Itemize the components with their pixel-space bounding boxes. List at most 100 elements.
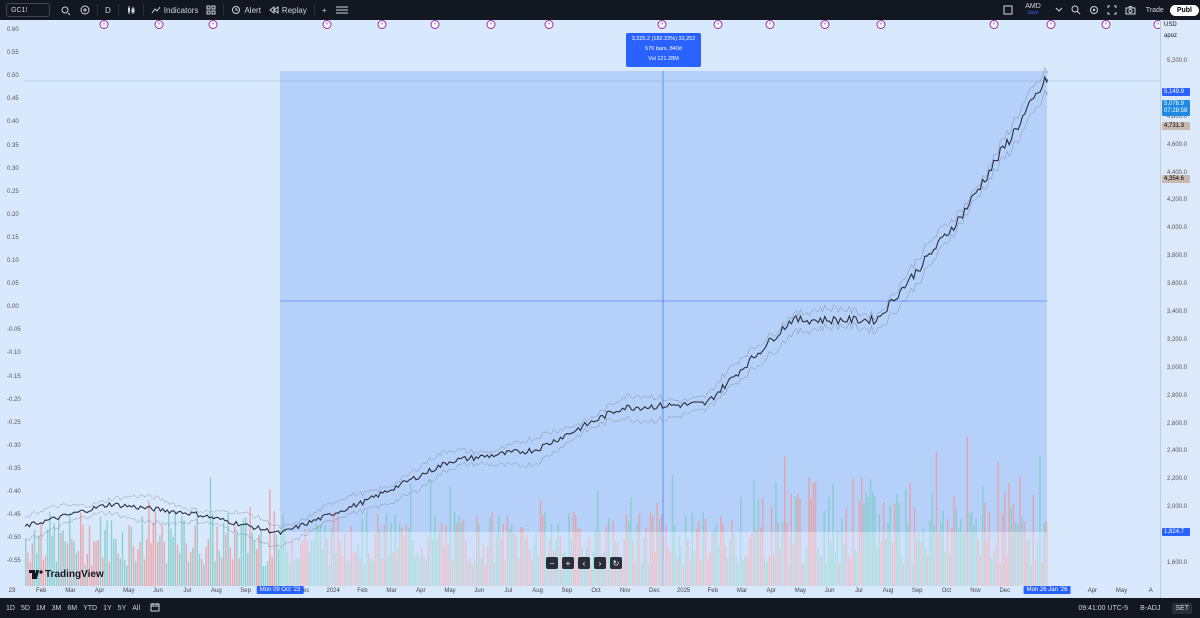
volume-bar [984, 503, 986, 586]
publish-button[interactable]: Publ [1169, 4, 1199, 16]
range-1y[interactable]: 1Y [103, 604, 112, 612]
volume-bar [909, 482, 911, 586]
time-axis[interactable]: 23 Feb Mar Apr May Jun Jul Aug Sep Nov Dec 2024 Feb M… [0, 586, 1160, 598]
add-symbol-icon[interactable] [76, 0, 94, 20]
zoom-in-button[interactable]: + [562, 557, 574, 569]
trade-button[interactable]: Trade [1145, 6, 1164, 14]
left-scale-tick: -0.40 [7, 489, 21, 495]
range-5y[interactable]: 5Y [117, 604, 127, 612]
bottom-toolbar: 1D 5D 1M 3M 6M YTD 1Y 5Y All 09:41:00 UTC-5 B-AD… [0, 598, 1200, 618]
event-marker-icon[interactable]: » [1101, 20, 1111, 29]
event-marker-icon[interactable]: » [657, 20, 667, 29]
range-ytd[interactable]: YTD [83, 604, 98, 612]
event-marker-icon[interactable]: » [1046, 20, 1056, 29]
price-scale[interactable]: USD apoz 5,200.0 4,800.0 4,600.0 4,400.0 4,2… [1160, 20, 1200, 598]
volume-bar [819, 556, 821, 586]
volume-bar [792, 543, 795, 586]
interval-button[interactable]: D [105, 5, 111, 15]
camera-icon[interactable] [1121, 0, 1140, 20]
volume-bar [179, 553, 181, 586]
volume-bar [484, 565, 487, 586]
range-6m[interactable]: 6M [67, 604, 78, 612]
price-chart[interactable] [0, 20, 1160, 598]
volume-bar [284, 528, 286, 586]
measure-bars: 576 bars, 840d [645, 46, 682, 52]
range-5d[interactable]: 5D [20, 604, 30, 612]
volume-bar [797, 493, 799, 586]
time-axis-label: Oct [591, 588, 601, 594]
volume-bar [69, 513, 71, 586]
volume-bar [1045, 521, 1048, 586]
reset-chart-button[interactable]: ↻ [610, 557, 622, 569]
event-marker-icon[interactable]: » [208, 20, 218, 29]
range-1d[interactable]: 1D [6, 604, 15, 612]
price-tick: 1,600.0 [1167, 560, 1188, 566]
volume-bar [572, 511, 575, 586]
chevron-down-icon[interactable] [1051, 0, 1067, 20]
volume-bar [185, 543, 187, 586]
volume-bar [676, 557, 678, 586]
time-axis-label: Nov [619, 588, 631, 594]
gear-icon[interactable] [1085, 0, 1103, 20]
event-marker-icon[interactable]: » [544, 20, 554, 29]
volume-bar [36, 553, 38, 586]
layouts-icon[interactable] [202, 0, 220, 20]
quick-search-icon[interactable] [1067, 0, 1085, 20]
menu-icon[interactable] [331, 0, 353, 20]
alert-button[interactable]: Alert [227, 0, 264, 20]
plus-icon[interactable]: + [321, 5, 327, 15]
event-marker-icon[interactable]: » [154, 20, 164, 29]
volume-bar [647, 563, 649, 586]
symbol-search[interactable]: GC1! [6, 3, 50, 17]
event-marker-icon[interactable]: » [99, 20, 109, 29]
adjustment-toggle[interactable]: B-ADJ [1140, 604, 1161, 612]
event-marker-icon[interactable]: » [765, 20, 775, 29]
event-marker-icon[interactable]: » [1153, 20, 1160, 29]
volume-bar [755, 530, 757, 586]
candles-icon[interactable] [122, 0, 140, 20]
volume-bar [366, 511, 368, 586]
scroll-left-button[interactable]: ‹ [578, 557, 590, 569]
chart-pane[interactable]: 0.60 0.55 0.50 0.45 0.40 0.35 0.30 0.25 0.20 0.15… [0, 20, 1160, 598]
volume-bar [249, 506, 251, 586]
fullscreen-icon[interactable] [1103, 0, 1121, 20]
clock[interactable]: 09:41:00 UTC-5 [1078, 604, 1129, 612]
indicators-button[interactable]: Indicators [147, 0, 203, 20]
event-marker-icon[interactable]: » [322, 20, 332, 29]
event-marker-icon[interactable]: » [713, 20, 723, 29]
volume-bar [478, 524, 480, 586]
scale-mode-selector[interactable]: apoz [1164, 33, 1178, 39]
date-range-icon[interactable] [150, 602, 160, 614]
zoom-out-button[interactable]: − [546, 557, 558, 569]
event-marker-icon[interactable]: » [430, 20, 440, 29]
session-toggle[interactable]: SET [1172, 602, 1192, 614]
volume-bar [709, 551, 711, 586]
volume-bar [383, 524, 385, 586]
left-scale-tick: 0.10 [7, 258, 19, 264]
volume-bar [995, 545, 997, 586]
tradingview-logo[interactable]: TradingView [29, 569, 104, 580]
compare-icon[interactable] [54, 0, 76, 20]
volume-bar [517, 558, 520, 586]
volume-bar [861, 477, 863, 586]
account-menu[interactable]: AMD Save [1025, 3, 1041, 17]
range-1m[interactable]: 1M [35, 604, 46, 612]
left-scale-tick: 0.50 [7, 73, 19, 80]
scroll-right-button[interactable]: › [594, 557, 606, 569]
layout-square-icon[interactable] [999, 0, 1017, 20]
event-marker-icon[interactable]: » [486, 20, 496, 29]
volume-bar [157, 541, 159, 586]
event-marker-icon[interactable]: » [876, 20, 886, 29]
volume-bar [168, 511, 170, 586]
volume-bar [126, 565, 128, 586]
volume-bar [181, 516, 183, 586]
event-marker-icon[interactable]: » [989, 20, 999, 29]
range-3m[interactable]: 3M [51, 604, 62, 612]
volume-bar [328, 565, 330, 586]
event-marker-icon[interactable]: » [820, 20, 830, 29]
currency-selector[interactable]: USD [1164, 22, 1177, 28]
volume-bar [278, 549, 280, 586]
replay-button[interactable]: Replay [265, 0, 311, 20]
range-all[interactable]: All [132, 604, 141, 612]
event-marker-icon[interactable]: » [377, 20, 387, 29]
